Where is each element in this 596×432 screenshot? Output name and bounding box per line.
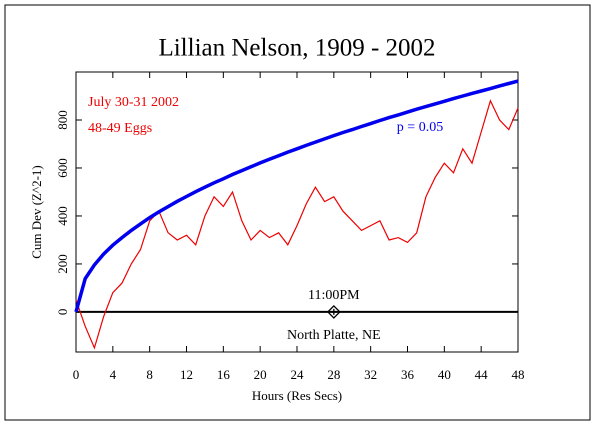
plot-frame: [75, 71, 519, 353]
y-axis-label: Cum Dev (Z^2-1): [29, 165, 44, 258]
x-tick-label: 24: [291, 367, 305, 382]
event-label: 11:00PM: [308, 288, 360, 303]
x-tick-label: 48: [512, 367, 525, 382]
y-tick-label: 800: [55, 110, 70, 130]
series-line: [75, 99, 519, 350]
event-marker: [326, 305, 341, 319]
x-tick-label: 44: [475, 367, 489, 382]
x-tick-label: 0: [73, 367, 80, 382]
x-tick-label: 16: [217, 367, 231, 382]
y-tick-label: 400: [55, 206, 70, 226]
x-tick-label: 28: [327, 367, 340, 382]
y-tick-label: 600: [55, 158, 70, 178]
annotation: 48-49 Eggs: [88, 121, 152, 136]
x-tick-label: 36: [401, 367, 415, 382]
outer-frame: [4, 4, 591, 421]
legend-label: p = 0.05: [397, 120, 443, 135]
y-tick-label: 0: [55, 309, 70, 316]
annotation: July 30-31 2002: [88, 95, 179, 110]
x-tick-label: 40: [438, 367, 451, 382]
y-tick-label: 200: [55, 254, 70, 274]
x-tick-label: 32: [364, 367, 377, 382]
location-label: North Platte, NE: [287, 328, 381, 343]
x-tick-label: 12: [180, 367, 193, 382]
x-axis-label: Hours (Res Secs): [252, 388, 342, 403]
x-tick-label: 8: [146, 367, 153, 382]
chart-title: Lillian Nelson, 1909 - 2002: [158, 35, 435, 62]
x-tick-label: 4: [110, 367, 117, 382]
series-line: [74, 79, 519, 313]
x-tick-label: 20: [254, 367, 267, 382]
